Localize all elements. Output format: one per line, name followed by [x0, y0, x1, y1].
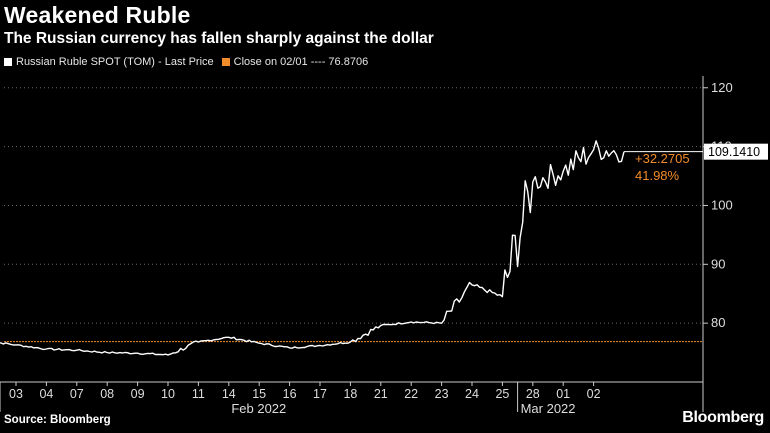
x-tick-label: 01 [556, 387, 570, 401]
y-tick-label-80: 80 [711, 315, 725, 330]
legend-reference-label: Close on 02/01 ---- 76.8706 [233, 56, 369, 68]
legend-swatch-reference [221, 58, 230, 66]
x-tick-label: 21 [374, 387, 388, 401]
chart-title: Weakened Ruble [4, 2, 191, 28]
x-tick-label: 22 [404, 387, 418, 401]
x-tick-label: 04 [39, 387, 53, 401]
x-tick-label: 23 [435, 387, 449, 401]
x-tick-label: 15 [252, 387, 266, 401]
x-tick-label: 25 [495, 387, 509, 401]
percent-annotation: 41.98% [635, 168, 680, 183]
x-tick-label: 10 [161, 387, 175, 401]
x-tick-label: 11 [192, 387, 205, 401]
x-tick-label: 16 [283, 387, 297, 401]
y-tick-label-100: 100 [711, 197, 733, 212]
chart-subtitle: The Russian currency has fallen sharply … [4, 30, 434, 47]
legend-swatch-series [4, 58, 12, 66]
x-tick-label: 09 [131, 387, 145, 401]
legend-series-label: Russian Ruble SPOT (TOM) - Last Price [16, 56, 214, 68]
x-tick-label: 18 [343, 387, 357, 401]
x-tick-label: 02 [587, 387, 601, 401]
last-value-label: 109.1410 [708, 145, 760, 159]
x-tick-label: 28 [526, 387, 540, 401]
y-tick-label-90: 90 [711, 256, 725, 271]
x-tick-label: 03 [9, 387, 23, 401]
y-tick-label-120: 120 [711, 80, 733, 95]
bloomberg-logo: Bloomberg [682, 409, 764, 426]
ruble-price-line [0, 140, 625, 356]
x-tick-label: 08 [100, 387, 114, 401]
x-tick-label: 07 [70, 387, 84, 401]
month-label-feb: Feb 2022 [231, 401, 286, 416]
x-tick-label: 24 [465, 387, 479, 401]
x-tick-label: 14 [222, 387, 236, 401]
last-value-box [704, 143, 768, 160]
change-annotation: +32.2705 [635, 151, 690, 166]
x-tick-label: 17 [313, 387, 327, 401]
month-label-mar: Mar 2022 [521, 401, 576, 416]
source-note: Source: Bloomberg [4, 414, 111, 426]
legend: Russian Ruble SPOT (TOM) - Last Price Cl… [4, 56, 368, 68]
